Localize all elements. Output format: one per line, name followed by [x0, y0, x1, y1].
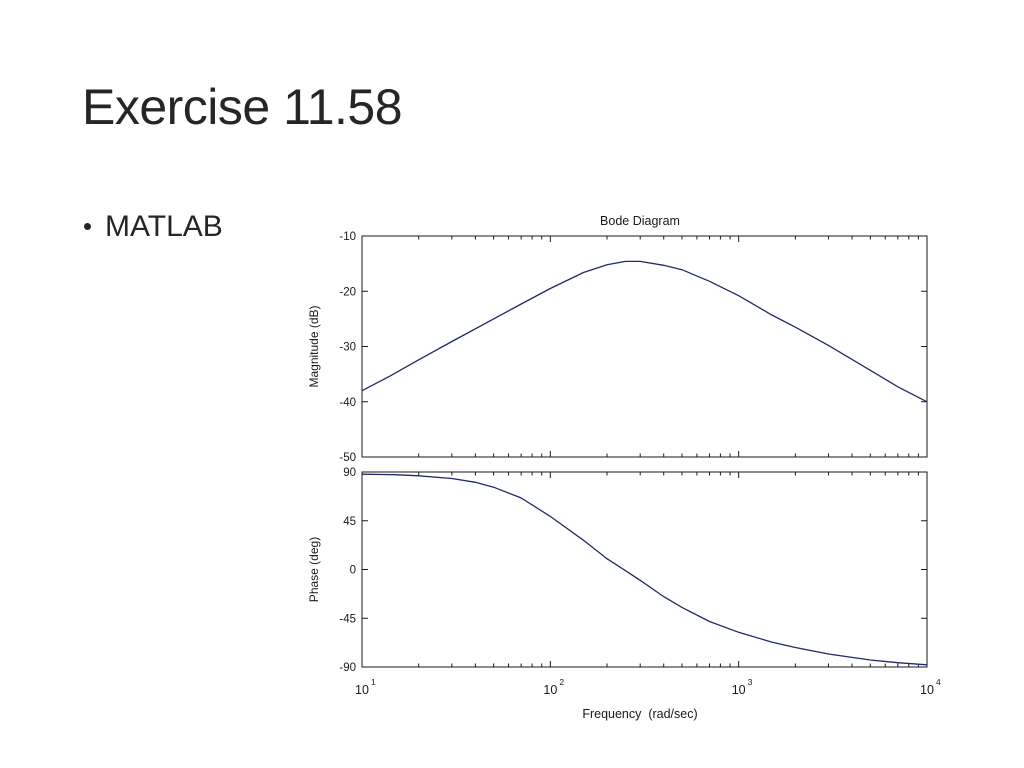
phase-y-tick-label: -45	[339, 613, 356, 625]
x-axis-label: Frequency (rad/sec)	[582, 707, 697, 721]
phase-subplot: 90 45 0 -45 -90 Phase (deg)	[307, 467, 928, 674]
x-tick-label: 10	[543, 683, 557, 697]
phase-series-line	[361, 473, 928, 666]
x-tick-label-exponent: 3	[748, 677, 753, 687]
bullet-item: MATLAB	[84, 210, 223, 244]
magnitude-y-tick-label: -30	[339, 342, 356, 354]
slide-title: Exercise 11.58	[82, 79, 403, 135]
phase-y-tick-label: 0	[350, 565, 356, 577]
x-tick-label-exponent: 2	[559, 677, 564, 687]
magnitude-y-tick-label: -40	[339, 397, 356, 409]
bullet-text: MATLAB	[105, 210, 223, 243]
magnitude-series-line	[361, 260, 928, 403]
magnitude-subplot: -10 -20 -30 -40 -50 Magnitude (dB)	[307, 231, 928, 464]
phase-axes-box	[361, 471, 928, 668]
x-tick-label: 10	[732, 683, 746, 697]
x-tick-label-exponent: 1	[371, 677, 376, 687]
bode-diagram-chart: Bode Diagram Frequency (rad/sec) -10-20-…	[307, 214, 941, 721]
phase-y-tick-label: 45	[343, 516, 356, 528]
chart-title: Bode Diagram	[600, 214, 680, 228]
phase-y-tick-label: 90	[343, 467, 356, 479]
magnitude-y-tick-label: -10	[339, 231, 356, 243]
x-tick-label: 10	[355, 683, 369, 697]
x-tick-label-exponent: 4	[936, 677, 941, 687]
bullet-dot-icon	[84, 222, 91, 230]
magnitude-y-tick-label: -50	[339, 452, 356, 464]
magnitude-y-tick-label: -20	[339, 286, 356, 298]
phase-y-tick-label: -90	[339, 662, 356, 674]
phase-y-axis-label: Phase (deg)	[307, 537, 321, 602]
magnitude-y-axis-label: Magnitude (dB)	[307, 305, 321, 387]
magnitude-axes-box	[361, 235, 928, 458]
x-tick-label: 10	[920, 683, 934, 697]
